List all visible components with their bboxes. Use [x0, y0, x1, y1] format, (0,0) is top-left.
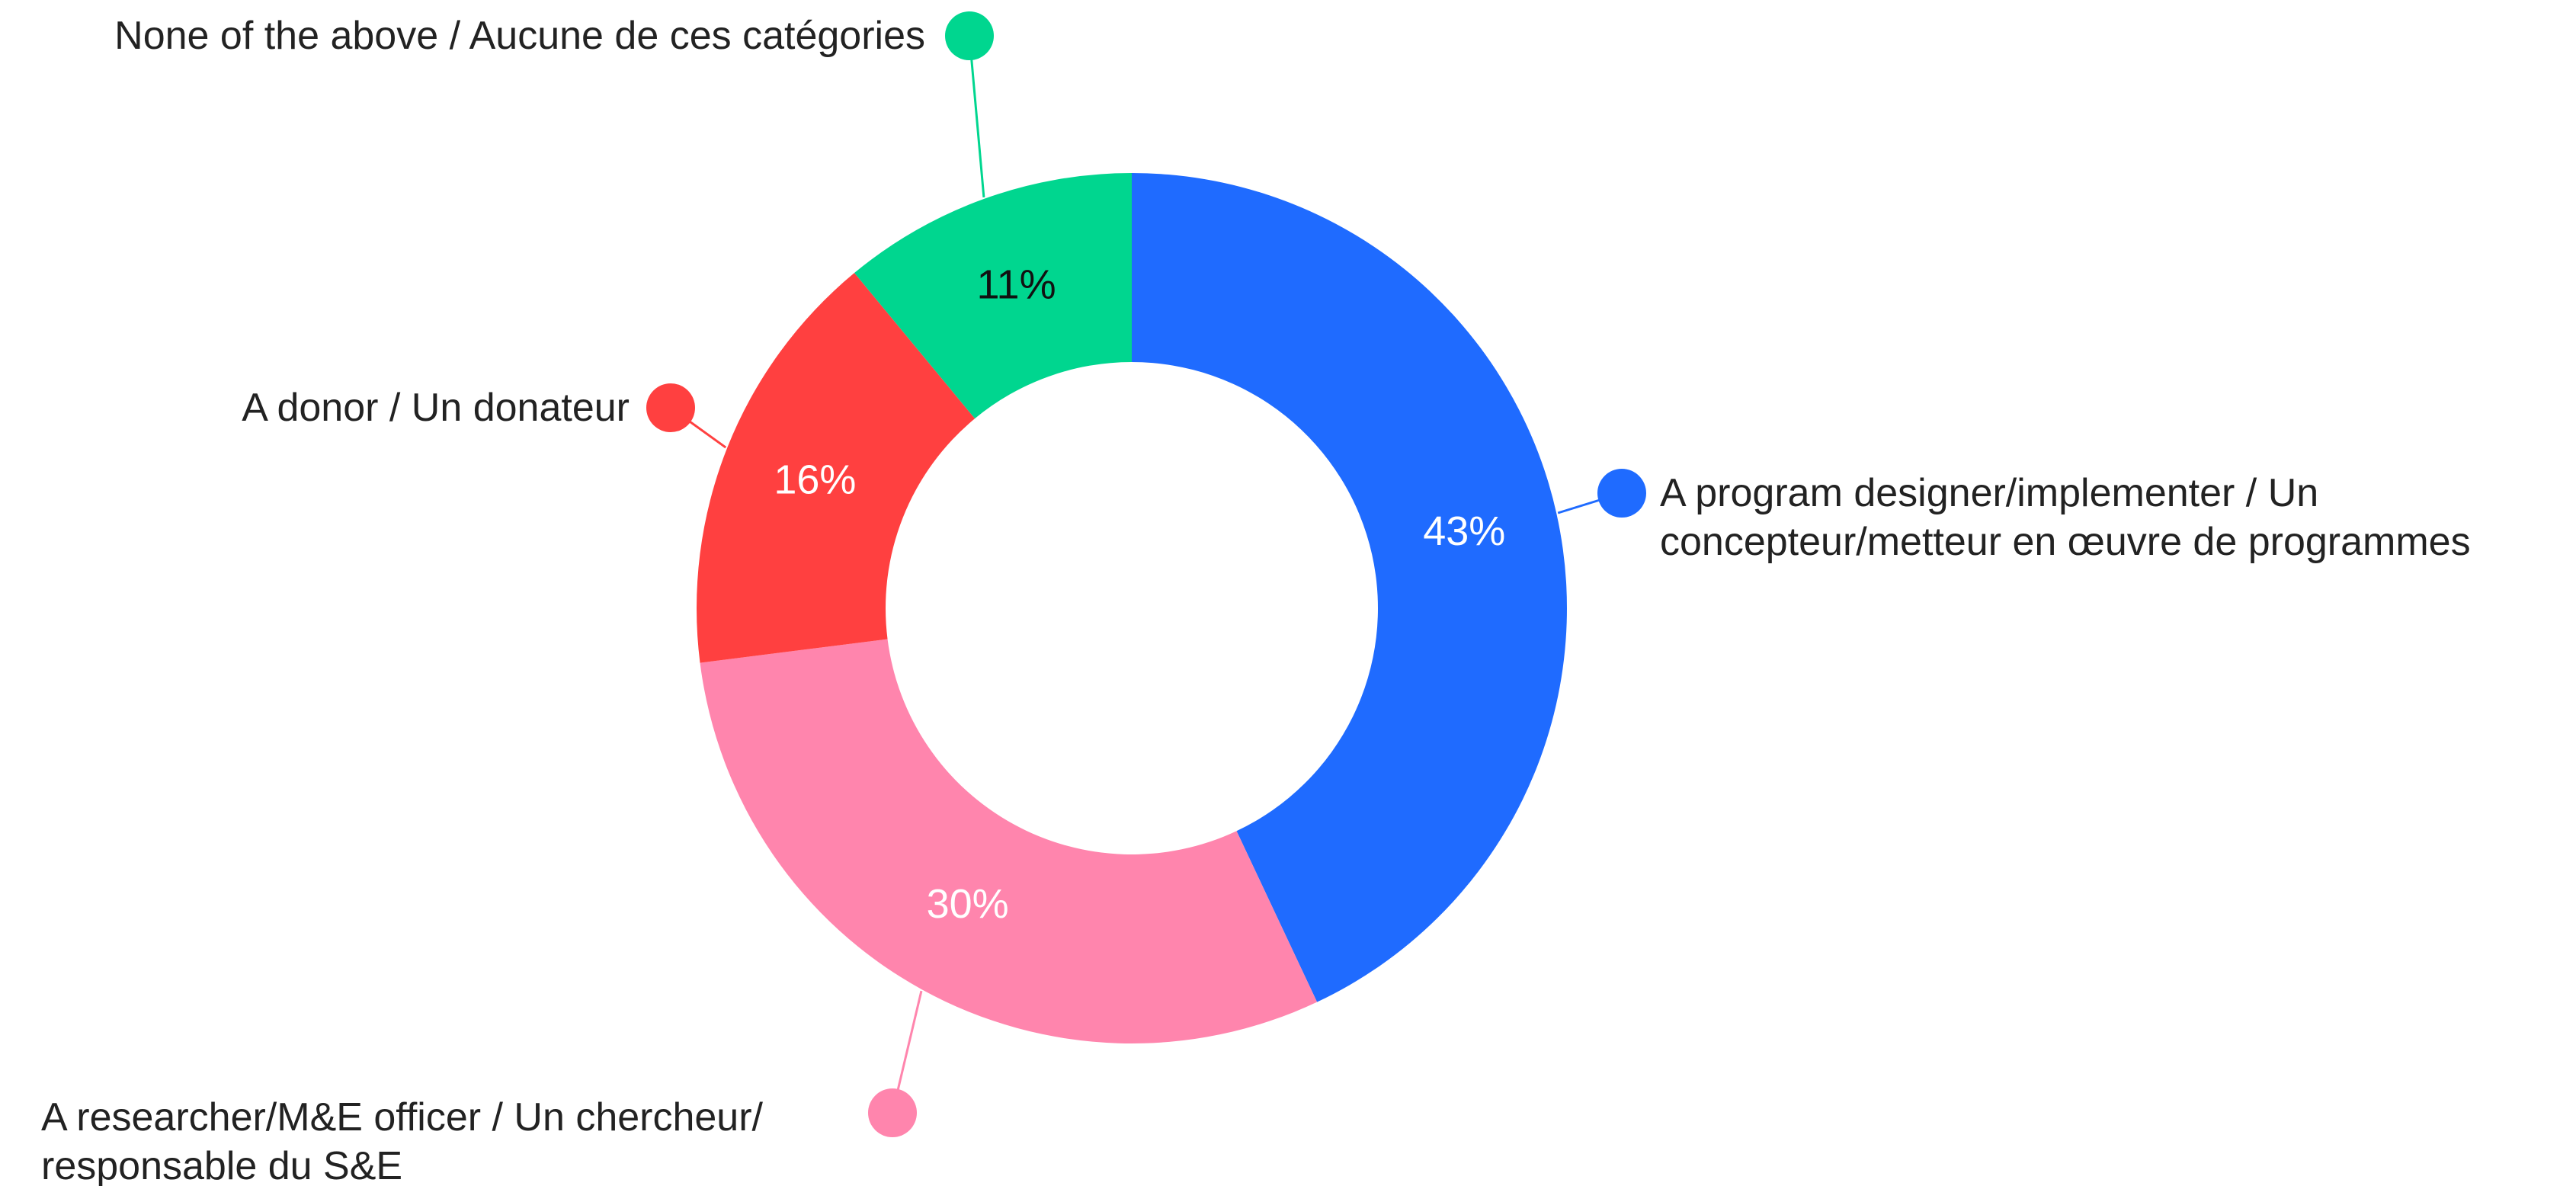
legend-dot	[646, 383, 695, 432]
data-label: 30%	[927, 881, 1009, 927]
legend-dot	[1597, 469, 1646, 518]
legend-label: None of the above / Aucune de ces catégo…	[114, 14, 925, 58]
legend-label: A researcher/M&E officer / Un chercheur/…	[41, 1095, 763, 1186]
donut-slice	[697, 273, 976, 663]
leader-line	[968, 35, 985, 198]
legend-label: A donor / Un donateur	[242, 386, 630, 430]
legend-label: A program designer/implementer / Un conc…	[1660, 471, 2471, 564]
donut-slice	[1132, 173, 1567, 1002]
data-label: 43%	[1423, 508, 1505, 554]
donut-slice	[700, 639, 1318, 1043]
donut-slice	[854, 173, 1132, 419]
data-label: 16%	[774, 457, 856, 503]
legend-dot	[868, 1088, 917, 1137]
data-label: 11%	[977, 262, 1056, 308]
legend-dot	[945, 11, 994, 60]
